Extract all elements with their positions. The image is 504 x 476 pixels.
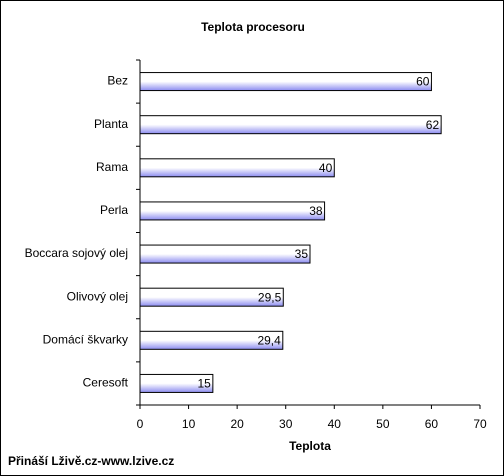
bar [139, 201, 326, 221]
y-tick-label: Rama [96, 160, 128, 174]
bar [139, 158, 335, 178]
value-label: 62 [426, 118, 440, 132]
value-label: 29,4 [257, 333, 281, 347]
bar [139, 287, 284, 307]
bar [139, 115, 442, 135]
value-label: 15 [197, 377, 211, 391]
x-axis-label: Teplota [289, 439, 331, 453]
value-label: 29,5 [258, 290, 282, 304]
x-tick-label: 10 [182, 417, 196, 431]
value-label: 60 [416, 75, 430, 89]
x-tick-label: 70 [473, 417, 487, 431]
bar [139, 330, 284, 350]
x-tick-label: 0 [137, 417, 144, 431]
y-tick-label: Planta [94, 117, 128, 131]
y-tick-label: Olivový olej [67, 289, 128, 303]
y-tick-label: Perla [100, 203, 128, 217]
value-label: 40 [319, 161, 333, 175]
x-tick-label: 30 [279, 417, 293, 431]
x-tick-label: 50 [376, 417, 390, 431]
x-tick-label: 20 [230, 417, 244, 431]
value-label: 35 [295, 247, 309, 261]
footer: Přináší Lživě.cz-www.lzive.cz [8, 454, 174, 468]
y-tick-label: Bez [107, 74, 128, 88]
chart-title: Teplota procesoru [201, 20, 305, 34]
bar [139, 373, 214, 393]
y-tick-label: Domácí škvarky [43, 332, 128, 346]
y-tick-label: Boccara sojový olej [25, 246, 128, 260]
x-tick-label: 60 [425, 417, 439, 431]
bar [139, 244, 311, 264]
bar [139, 72, 432, 92]
y-tick-label: Ceresoft [83, 376, 129, 390]
x-tick-label: 40 [328, 417, 342, 431]
value-label: 38 [309, 204, 323, 218]
